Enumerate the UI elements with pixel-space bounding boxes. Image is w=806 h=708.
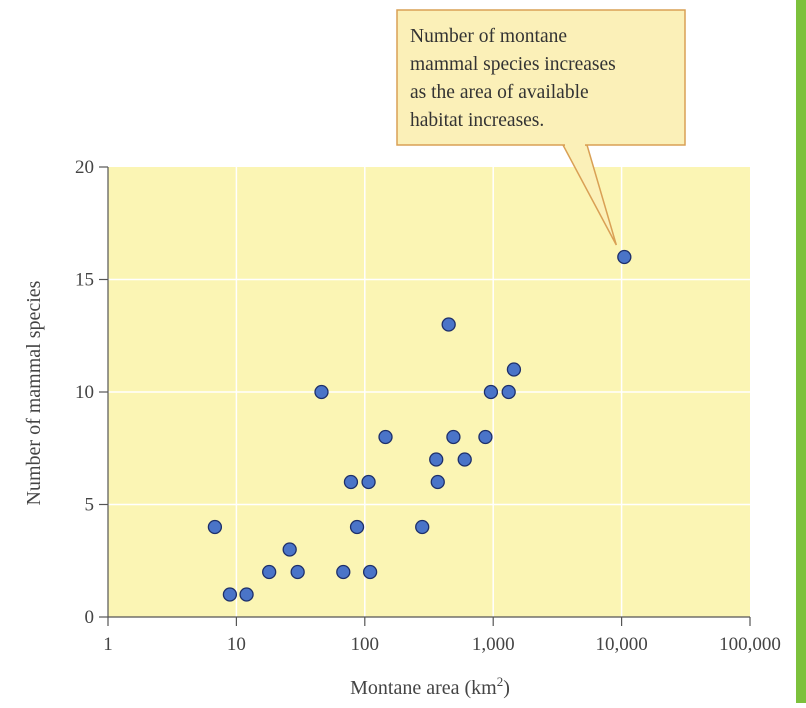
x-axis-title: Montane area (km2) [350,674,510,699]
data-point [446,429,461,445]
callout-annotation: Number of montane mammal species increase… [396,9,686,246]
callout-line: habitat increases. [410,110,544,131]
data-point [239,587,254,602]
callout-line: mammal species increases [410,54,616,75]
data-point [336,564,351,580]
y-tick-label: 5 [85,495,95,516]
callout-text: Number of montane mammal species increase… [410,26,616,131]
data-points [207,249,632,602]
data-point [349,519,365,535]
data-point [282,542,297,557]
data-point [378,429,393,445]
side-accent-bar [796,0,806,703]
x-axis-title-superscript: 2 [497,674,504,689]
data-point [314,384,329,400]
x-axis-title-main: Montane area (km [350,677,497,699]
data-point [222,587,238,602]
data-point [343,474,359,490]
x-tick-label: 1,000 [472,634,515,655]
x-tick-labels: 1 10 100 1,000 10,000 100,000 [103,634,781,655]
data-point [362,564,378,580]
data-point [617,249,632,265]
x-tick-label: 100,000 [719,634,781,655]
x-tick-label: 10 [227,634,246,655]
callout-line: as the area of available [410,82,589,103]
y-axis-title: Number of mammal species [23,280,45,505]
data-point [290,564,305,580]
x-tick-label: 10,000 [595,634,647,655]
data-point [483,384,499,400]
data-point [415,519,430,535]
x-tick-label: 1 [103,634,113,655]
y-tick-label: 10 [75,382,94,403]
data-point [262,564,277,580]
callout-line: Number of montane [410,26,567,47]
callout-box [396,9,686,146]
data-point [207,519,223,535]
x-axis-title-suffix: ) [503,677,510,699]
y-tick-label: 0 [85,607,95,628]
x-tick-label: 100 [351,634,380,655]
y-tick-label: 20 [75,157,94,178]
data-point [457,452,472,467]
callout-seam-cover [565,143,585,147]
data-point [429,452,444,467]
data-point [441,317,456,332]
data-point [506,362,522,377]
data-point [430,474,445,490]
y-tick-label: 15 [75,270,94,291]
y-tick-labels: 0 5 10 15 20 [75,157,94,628]
data-point [501,384,516,400]
data-point [361,474,376,490]
data-point [478,429,493,445]
axes [99,166,751,626]
